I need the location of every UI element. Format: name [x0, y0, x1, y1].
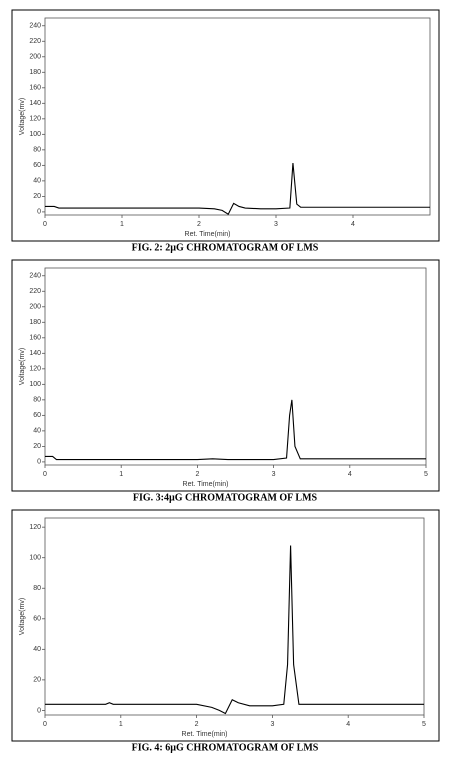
y-tick-label: 20: [33, 193, 41, 200]
y-tick-label: 220: [29, 288, 41, 295]
chromatogram-line: [45, 399, 426, 461]
x-tick-label: 0: [43, 471, 47, 478]
plot-area: [44, 267, 427, 466]
y-tick-label: 120: [29, 524, 41, 531]
y-axis-label: Voltage(mv): [19, 598, 26, 635]
y-tick-label: 80: [33, 397, 41, 404]
caption: FIG. 4: 6µG CHROMATOGRAM OF LMS: [132, 742, 319, 753]
y-tick-label: 220: [29, 38, 41, 45]
x-tick-label: 0: [43, 221, 47, 228]
plot-area: [44, 517, 425, 716]
y-tick-label: 100: [29, 555, 41, 562]
x-tick-label: 2: [195, 721, 199, 728]
y-tick-label: 180: [29, 319, 41, 326]
caption: FIG. 3:4µG CHROMATOGRAM OF LMS: [133, 492, 318, 503]
y-tick-label: 80: [33, 585, 41, 592]
x-tick-label: 5: [422, 721, 426, 728]
caption: FIG. 2: 2µG CHROMATOGRAM OF LMS: [132, 242, 319, 253]
y-tick-label: 140: [29, 100, 41, 107]
x-tick-label: 4: [351, 221, 355, 228]
y-tick-label: 20: [33, 443, 41, 450]
x-tick-label: 3: [274, 221, 278, 228]
y-tick-label: 100: [29, 131, 41, 138]
y-tick-label: 120: [29, 366, 41, 373]
x-tick-label: 5: [424, 471, 428, 478]
x-axis-label: Ret. Time(min): [185, 231, 231, 238]
y-tick-label: 20: [33, 677, 41, 684]
y-tick-label: 60: [33, 412, 41, 419]
y-tick-label: 0: [37, 209, 41, 216]
x-tick-label: 4: [346, 721, 350, 728]
x-axis-label: Ret. Time(min): [183, 481, 229, 488]
y-tick-label: 0: [37, 707, 41, 714]
y-tick-label: 240: [29, 273, 41, 280]
chromatogram-line: [45, 545, 424, 715]
x-tick-label: 2: [195, 471, 199, 478]
panel-border: [11, 259, 440, 492]
y-tick-label: 200: [29, 304, 41, 311]
y-tick-label: 0: [37, 459, 41, 466]
y-tick-label: 40: [33, 178, 41, 185]
x-tick-label: 3: [270, 721, 274, 728]
x-tick-label: 4: [348, 471, 352, 478]
plot-area: [44, 17, 431, 216]
panel-border: [11, 9, 440, 242]
y-tick-label: 40: [33, 428, 41, 435]
y-axis-label: Voltage(mv): [19, 98, 26, 135]
x-tick-label: 2: [197, 221, 201, 228]
x-tick-label: 1: [119, 471, 123, 478]
y-axis-label: Voltage(mv): [19, 348, 26, 385]
y-tick-label: 60: [33, 616, 41, 623]
y-tick-label: 40: [33, 646, 41, 653]
x-tick-label: 3: [272, 471, 276, 478]
y-tick-label: 80: [33, 147, 41, 154]
y-tick-label: 180: [29, 69, 41, 76]
y-tick-label: 100: [29, 381, 41, 388]
panel-border: [11, 509, 440, 742]
y-tick-label: 60: [33, 162, 41, 169]
y-tick-label: 140: [29, 350, 41, 357]
y-tick-label: 160: [29, 335, 41, 342]
y-tick-label: 240: [29, 23, 41, 30]
chromatogram-line: [45, 162, 430, 216]
y-tick-label: 120: [29, 116, 41, 123]
x-tick-label: 0: [43, 721, 47, 728]
x-tick-label: 1: [120, 221, 124, 228]
x-axis-label: Ret. Time(min): [182, 731, 228, 738]
y-tick-label: 200: [29, 54, 41, 61]
y-tick-label: 160: [29, 85, 41, 92]
x-tick-label: 1: [119, 721, 123, 728]
